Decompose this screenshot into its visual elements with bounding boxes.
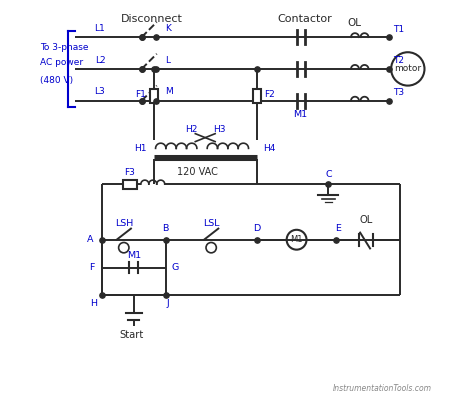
- Text: G: G: [172, 263, 179, 272]
- Text: L1: L1: [95, 24, 105, 33]
- FancyBboxPatch shape: [150, 89, 157, 103]
- Text: AC power: AC power: [40, 58, 83, 68]
- Text: H4: H4: [264, 144, 276, 153]
- Text: L: L: [165, 56, 171, 65]
- Text: T2: T2: [393, 56, 404, 66]
- Text: OL: OL: [347, 18, 361, 28]
- Text: 120 VAC: 120 VAC: [177, 167, 218, 177]
- Text: M1: M1: [291, 235, 303, 244]
- Text: LSL: LSL: [203, 218, 219, 228]
- Text: (480 V): (480 V): [40, 76, 73, 85]
- Text: F2: F2: [264, 90, 275, 99]
- Text: H: H: [91, 299, 98, 308]
- Text: Contactor: Contactor: [277, 14, 332, 24]
- Text: Disconnect: Disconnect: [121, 14, 182, 24]
- Text: Start: Start: [119, 330, 144, 340]
- Text: OL: OL: [359, 215, 373, 225]
- Text: D: D: [253, 224, 261, 233]
- Text: To 3-phase: To 3-phase: [40, 42, 89, 52]
- Text: L2: L2: [95, 56, 105, 65]
- Text: H3: H3: [213, 125, 225, 134]
- Text: F1: F1: [136, 90, 146, 99]
- Text: B: B: [162, 224, 169, 233]
- Text: F: F: [89, 263, 94, 272]
- FancyBboxPatch shape: [123, 180, 137, 189]
- Text: K: K: [165, 24, 172, 33]
- Text: L3: L3: [95, 88, 105, 96]
- Text: E: E: [335, 224, 341, 233]
- Text: H1: H1: [135, 144, 147, 153]
- Text: T1: T1: [393, 25, 404, 34]
- Text: J: J: [166, 299, 169, 308]
- Text: C: C: [325, 170, 332, 179]
- Text: InstrumentationTools.com: InstrumentationTools.com: [333, 384, 432, 393]
- Text: A: A: [87, 235, 93, 244]
- FancyBboxPatch shape: [253, 89, 261, 103]
- Text: H2: H2: [185, 125, 198, 134]
- Text: M1: M1: [127, 251, 141, 260]
- Text: M1: M1: [293, 110, 308, 119]
- Text: F3: F3: [124, 168, 135, 177]
- Text: motor: motor: [394, 64, 421, 74]
- Text: T3: T3: [393, 88, 404, 97]
- Text: M: M: [165, 88, 173, 96]
- Text: LSH: LSH: [115, 218, 133, 228]
